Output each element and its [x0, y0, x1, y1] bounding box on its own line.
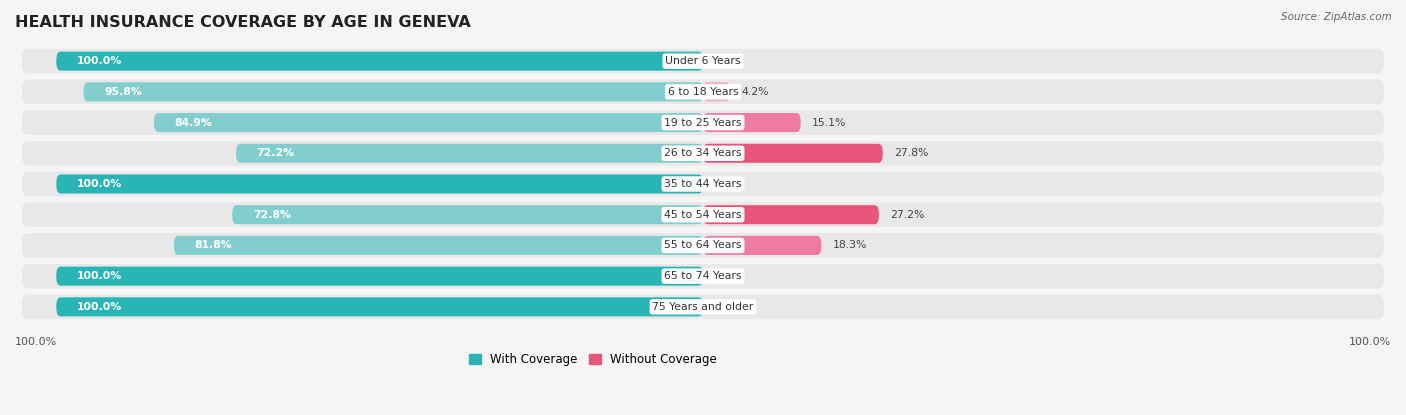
Text: 27.8%: 27.8% [894, 148, 928, 158]
FancyBboxPatch shape [236, 144, 703, 163]
Text: 100.0%: 100.0% [15, 337, 58, 347]
Text: 15.1%: 15.1% [811, 117, 846, 127]
FancyBboxPatch shape [56, 51, 703, 71]
Text: HEALTH INSURANCE COVERAGE BY AGE IN GENEVA: HEALTH INSURANCE COVERAGE BY AGE IN GENE… [15, 15, 471, 30]
Text: 100.0%: 100.0% [77, 179, 122, 189]
Text: 84.9%: 84.9% [174, 117, 212, 127]
Text: 81.8%: 81.8% [194, 240, 232, 250]
FancyBboxPatch shape [22, 110, 1384, 135]
Text: 0.0%: 0.0% [714, 56, 742, 66]
FancyBboxPatch shape [22, 233, 1384, 258]
FancyBboxPatch shape [703, 205, 879, 224]
Text: 72.2%: 72.2% [257, 148, 295, 158]
Text: 18.3%: 18.3% [832, 240, 866, 250]
Text: 45 to 54 Years: 45 to 54 Years [664, 210, 742, 220]
FancyBboxPatch shape [153, 113, 703, 132]
Text: 35 to 44 Years: 35 to 44 Years [664, 179, 742, 189]
FancyBboxPatch shape [22, 49, 1384, 73]
FancyBboxPatch shape [56, 297, 703, 316]
FancyBboxPatch shape [703, 236, 821, 255]
Text: 19 to 25 Years: 19 to 25 Years [664, 117, 742, 127]
FancyBboxPatch shape [703, 113, 800, 132]
FancyBboxPatch shape [703, 144, 883, 163]
Legend: With Coverage, Without Coverage: With Coverage, Without Coverage [464, 348, 721, 371]
Text: Under 6 Years: Under 6 Years [665, 56, 741, 66]
FancyBboxPatch shape [22, 295, 1384, 319]
Text: 72.8%: 72.8% [253, 210, 291, 220]
Text: 27.2%: 27.2% [890, 210, 924, 220]
Text: 26 to 34 Years: 26 to 34 Years [664, 148, 742, 158]
FancyBboxPatch shape [232, 205, 703, 224]
Text: 95.8%: 95.8% [104, 87, 142, 97]
FancyBboxPatch shape [22, 141, 1384, 166]
Text: 4.2%: 4.2% [741, 87, 769, 97]
Text: 0.0%: 0.0% [714, 302, 742, 312]
Text: 55 to 64 Years: 55 to 64 Years [664, 240, 742, 250]
FancyBboxPatch shape [83, 82, 703, 101]
FancyBboxPatch shape [22, 172, 1384, 196]
Text: 100.0%: 100.0% [77, 302, 122, 312]
FancyBboxPatch shape [56, 174, 703, 193]
FancyBboxPatch shape [22, 264, 1384, 288]
Text: 75 Years and older: 75 Years and older [652, 302, 754, 312]
Text: 65 to 74 Years: 65 to 74 Years [664, 271, 742, 281]
FancyBboxPatch shape [22, 80, 1384, 104]
Text: 0.0%: 0.0% [714, 179, 742, 189]
Text: 100.0%: 100.0% [77, 271, 122, 281]
Text: 100.0%: 100.0% [1348, 337, 1391, 347]
Text: 6 to 18 Years: 6 to 18 Years [668, 87, 738, 97]
FancyBboxPatch shape [56, 266, 703, 286]
Text: 0.0%: 0.0% [714, 271, 742, 281]
FancyBboxPatch shape [22, 203, 1384, 227]
Text: Source: ZipAtlas.com: Source: ZipAtlas.com [1281, 12, 1392, 22]
FancyBboxPatch shape [174, 236, 703, 255]
Text: 100.0%: 100.0% [77, 56, 122, 66]
FancyBboxPatch shape [703, 82, 730, 101]
